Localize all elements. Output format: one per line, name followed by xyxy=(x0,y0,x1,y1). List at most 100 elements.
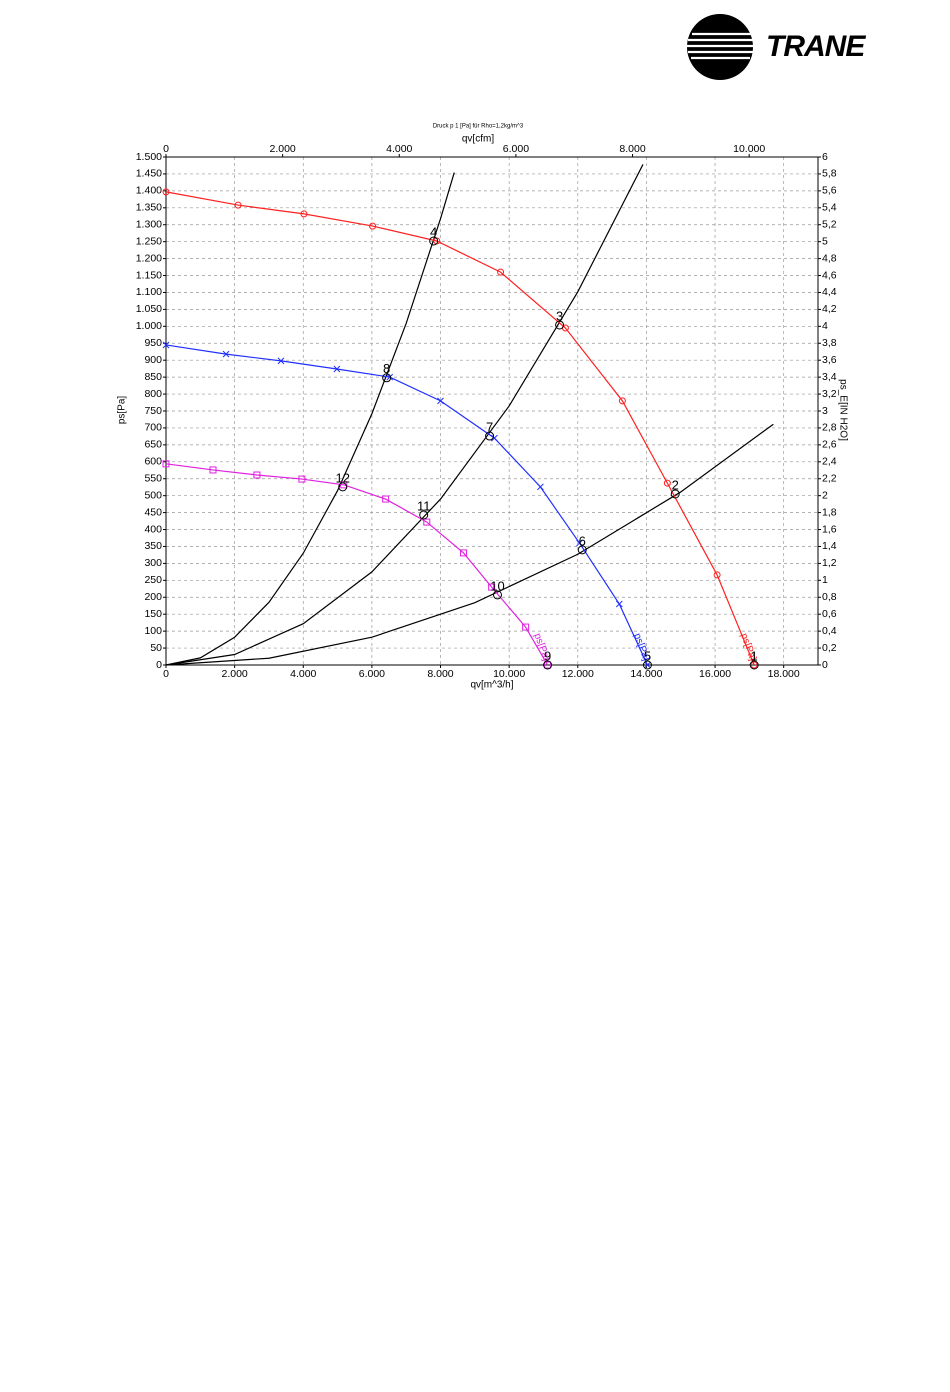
y-tick-label: 1.200 xyxy=(136,252,162,264)
y-tick-label: 350 xyxy=(144,540,162,552)
y-axis-label: ps[Pa] xyxy=(117,396,128,425)
y2-tick-label: 3,4 xyxy=(822,371,837,383)
y2-tick-label: 1,4 xyxy=(822,540,837,552)
y2-tick-label: 2,8 xyxy=(822,422,837,434)
point-label: 7 xyxy=(486,419,493,434)
point-label: 4 xyxy=(430,224,437,239)
point-label: 6 xyxy=(579,533,586,548)
y2-tick-label: 3 xyxy=(822,405,828,417)
y-tick-label: 600 xyxy=(144,456,162,468)
y2-tick-label: 4,2 xyxy=(822,303,837,315)
y2-tick-label: 2,6 xyxy=(822,439,837,451)
operating-point xyxy=(670,489,680,499)
plot: 0501001502002503003504004505005506006507… xyxy=(136,143,837,680)
y2-tick-label: 6 xyxy=(822,151,828,163)
marker xyxy=(644,661,651,669)
operating-point xyxy=(492,590,502,600)
x-axis-label: qv[m^3/h] xyxy=(470,680,513,691)
point-label: 8 xyxy=(383,361,390,376)
marker xyxy=(713,571,721,579)
marker xyxy=(386,373,394,381)
marker xyxy=(488,583,496,591)
operating-point xyxy=(577,545,587,555)
marker xyxy=(522,623,530,631)
operating-point xyxy=(382,373,392,383)
y-tick-label: 1.300 xyxy=(136,219,162,231)
y-tick-label: 900 xyxy=(144,354,162,366)
marker xyxy=(234,201,242,209)
marker xyxy=(253,471,261,479)
y2-tick-label: 0 xyxy=(822,659,828,671)
y-tick-label: 200 xyxy=(144,591,162,603)
chart-title: Druck p 1 [Pa] für Rho=1,2kg/m^3 xyxy=(433,124,524,130)
x-tick-label: 4.000 xyxy=(290,668,316,680)
point-label: 5 xyxy=(644,648,651,663)
point-label: 3 xyxy=(556,308,563,323)
x-tick-label: 14.000 xyxy=(630,668,662,680)
marker xyxy=(333,365,341,373)
x2-tick-label: 0 xyxy=(163,143,169,155)
point-label: 1 xyxy=(751,648,758,663)
point-label: 11 xyxy=(417,498,431,513)
y2-tick-label: 0,4 xyxy=(822,625,837,637)
system-curve xyxy=(165,423,774,666)
operating-point xyxy=(429,236,439,246)
y2-tick-label: 3,2 xyxy=(822,388,837,400)
operating-point xyxy=(419,510,429,520)
y2-tick-label: 1,6 xyxy=(822,523,837,535)
logo-text: TRANE xyxy=(766,30,866,63)
marker xyxy=(537,483,544,491)
marker xyxy=(491,434,498,442)
x2-tick-label: 10.000 xyxy=(733,143,765,155)
marker xyxy=(162,188,170,196)
marker xyxy=(209,466,217,474)
marker xyxy=(162,460,170,468)
x-tick-label: 16.000 xyxy=(699,668,731,680)
y-tick-label: 50 xyxy=(150,642,162,654)
y-tick-label: 500 xyxy=(144,489,162,501)
y-tick-label: 1.000 xyxy=(136,320,162,332)
operating-point xyxy=(485,431,495,441)
y2-tick-label: 5,4 xyxy=(822,202,837,214)
y-tick-label: 1.050 xyxy=(136,303,162,315)
y2-tick-label: 5,2 xyxy=(822,219,837,231)
marker xyxy=(576,539,583,547)
y2-tick-label: 5,6 xyxy=(822,185,837,197)
x-tick-label: 2.000 xyxy=(221,668,247,680)
plot-frame xyxy=(165,156,819,666)
point-label: 12 xyxy=(335,470,349,485)
marker xyxy=(750,661,758,669)
x2-tick-label: 8.000 xyxy=(619,143,645,155)
marker xyxy=(277,357,285,365)
operating-point xyxy=(338,482,348,492)
y2-tick-label: 2,2 xyxy=(822,473,837,485)
y-tick-label: 1.100 xyxy=(136,286,162,298)
y2-tick-label: 5,8 xyxy=(822,168,837,180)
system-curve xyxy=(165,172,455,666)
y-tick-label: 550 xyxy=(144,473,162,485)
fan-curve xyxy=(165,191,755,666)
y-tick-label: 1.150 xyxy=(136,269,162,281)
y2-tick-label: 0,8 xyxy=(822,591,837,603)
marker xyxy=(460,549,468,557)
point-label: 10 xyxy=(490,578,504,593)
y-tick-label: 800 xyxy=(144,388,162,400)
marker xyxy=(369,222,377,230)
marker xyxy=(222,350,230,358)
fan-curve xyxy=(165,463,549,666)
operating-point xyxy=(749,660,759,670)
point-label: 2 xyxy=(672,477,679,492)
fan-curve xyxy=(165,344,648,666)
marker xyxy=(423,518,431,526)
x-tick-label: 10.000 xyxy=(493,668,525,680)
y-tick-label: 1.450 xyxy=(136,168,162,180)
marker xyxy=(437,397,444,405)
system-curve xyxy=(165,164,644,666)
y2-tick-label: 0,6 xyxy=(822,608,837,620)
x-tick-label: 8.000 xyxy=(427,668,453,680)
marker xyxy=(618,397,626,405)
marker xyxy=(615,600,623,608)
y2-tick-label: 1,8 xyxy=(822,506,837,518)
y-tick-label: 650 xyxy=(144,439,162,451)
y2-tick-label: 5 xyxy=(822,235,828,247)
